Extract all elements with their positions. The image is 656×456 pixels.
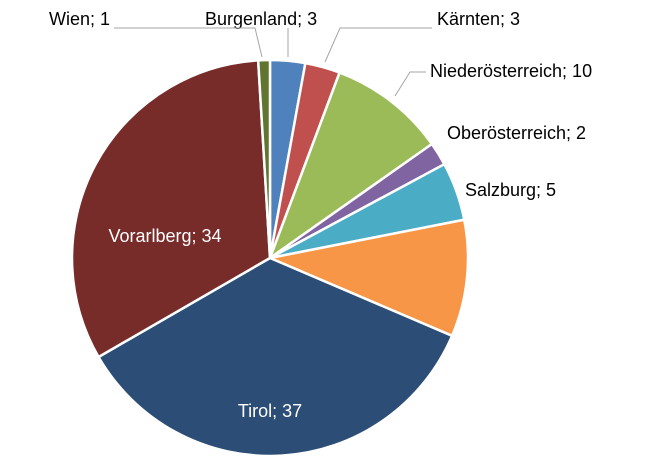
data-label: Burgenland; 3 [205, 9, 317, 29]
pie-slice [265, 218, 470, 338]
data-label: Vorarlberg; 34 [108, 226, 221, 246]
data-label: Kärnten; 3 [437, 9, 520, 29]
data-label: Tirol; 37 [238, 401, 302, 421]
data-label: Niederösterreich; 10 [430, 61, 592, 81]
leader-line [114, 27, 263, 58]
data-label: Oberösterreich; 2 [447, 123, 586, 143]
leader-line [324, 27, 432, 63]
pie-slice [70, 59, 272, 359]
pie-slice [267, 71, 434, 262]
pie-slice [256, 58, 272, 259]
data-label: Wien; 1 [49, 9, 110, 29]
leader-line [394, 71, 426, 97]
data-label: Salzburg; 5 [465, 180, 556, 200]
